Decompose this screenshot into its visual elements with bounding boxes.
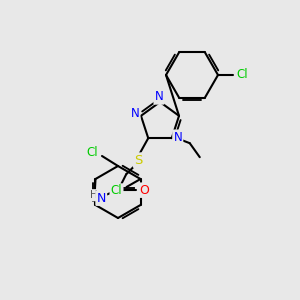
Text: O: O: [139, 184, 149, 197]
Text: Cl: Cl: [111, 184, 122, 197]
Text: N: N: [154, 91, 164, 103]
Text: S: S: [134, 154, 142, 167]
Text: N: N: [130, 107, 140, 120]
Text: Cl: Cl: [236, 68, 248, 82]
Text: Cl: Cl: [86, 146, 98, 158]
Text: H: H: [90, 190, 98, 200]
Text: N: N: [173, 131, 182, 144]
Text: N: N: [97, 192, 106, 205]
